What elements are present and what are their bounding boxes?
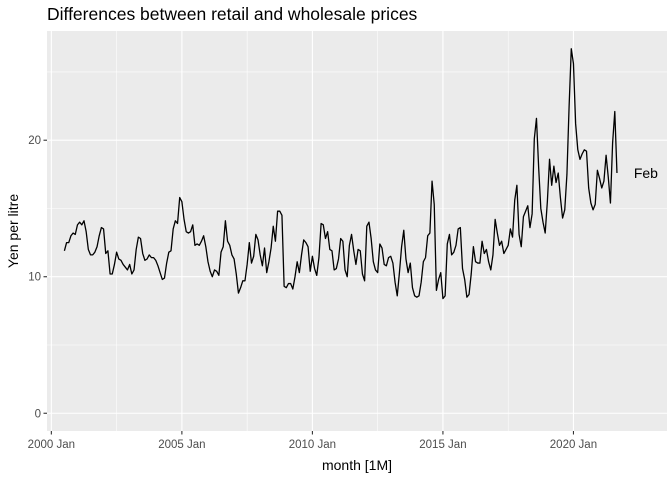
x-tick-label: 2020 Jan — [550, 439, 597, 451]
y-tick-label: 20 — [28, 135, 41, 147]
plot-panel — [47, 31, 667, 431]
major-gridlines — [47, 31, 667, 431]
x-tick-label: 2010 Jan — [289, 439, 336, 451]
x-axis-title: month [1M] — [322, 457, 392, 473]
x-tick-label: 2000 Jan — [28, 439, 75, 451]
x-axis: 2000 Jan 2005 Jan 2010 Jan 2015 Jan 2020 Jan — [28, 431, 597, 451]
y-axis: 0 10 20 — [28, 135, 47, 420]
chart-title: Differences between retail and wholesale… — [47, 4, 418, 24]
y-axis-title: Yen per litre — [5, 194, 21, 268]
series-line — [63, 48, 618, 300]
minor-gridlines — [47, 31, 667, 431]
x-tick-label: 2005 Jan — [158, 439, 205, 451]
y-tick-label: 0 — [35, 408, 41, 420]
x-tick-label: 2015 Jan — [419, 439, 466, 451]
y-tick-label: 10 — [28, 272, 41, 284]
annotation-label: Feb — [634, 165, 658, 181]
